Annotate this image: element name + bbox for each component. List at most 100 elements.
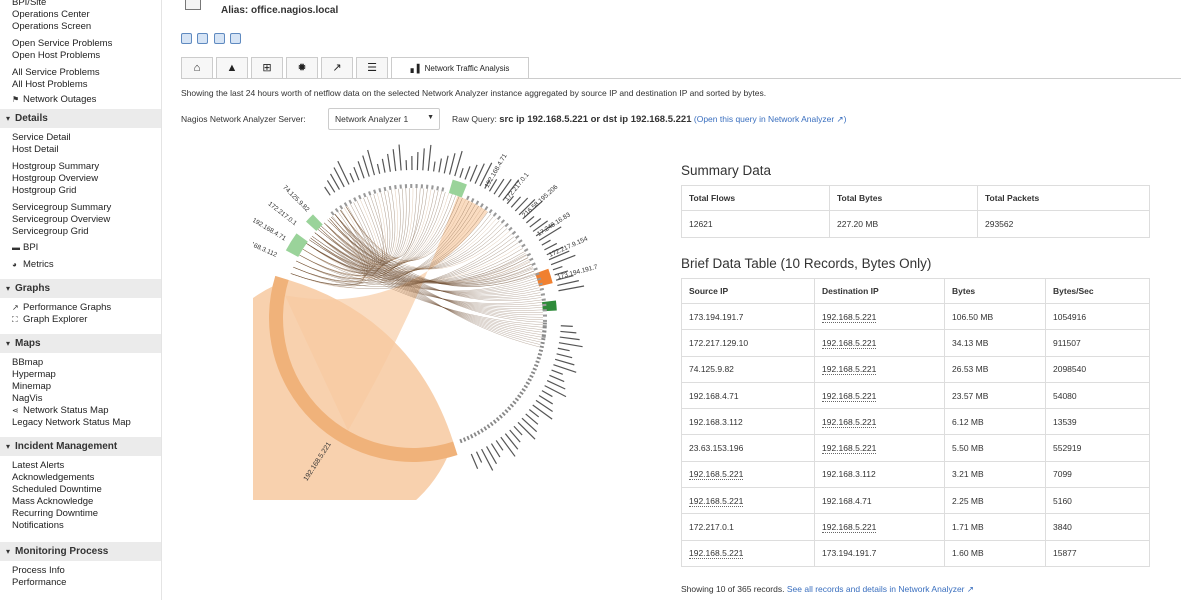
chord-tick [489,421,494,427]
sidebar-item-nagvis[interactable]: NagVis [12,393,43,404]
sidebar-item-bpi[interactable]: ▬ BPI [12,242,39,253]
sidebar-item-legacy-network-status-map[interactable]: Legacy Network Status Map [12,417,131,428]
sidebar-item-servicegroup-grid[interactable]: Servicegroup Grid [12,226,89,237]
sidebar-item-bbmap[interactable]: BBmap [12,357,44,368]
sidebar-item-notifications[interactable]: Notifications [12,520,64,531]
chord-link [290,218,364,288]
chord-tick [541,298,546,302]
ip-link[interactable]: 192.168.5.221 [689,469,744,481]
sidebar-item-process-info[interactable]: Process Info [12,565,65,576]
chord-tick [530,371,536,375]
sidebar-section-graphs[interactable]: ▾ Graphs [0,279,161,298]
home-icon: ⌂ [193,62,201,74]
tab-add[interactable]: ⊞ [251,57,283,79]
chord-label-tick [392,149,397,172]
chord-tick [498,414,503,419]
sidebar-item-latest-alerts[interactable]: Latest Alerts [12,460,65,471]
notes-icon[interactable] [181,33,192,44]
chord-tick [507,406,512,411]
sidebar-item-hostgroup-overview[interactable]: Hostgroup Overview [12,173,99,184]
chord-label-tick [517,421,536,440]
ip-link[interactable]: 192.168.5.221 [822,443,877,455]
sidebar-section-maps[interactable]: ▾ Maps [0,334,161,353]
sidebar-item-all-host-problems[interactable]: All Host Problems [12,79,88,90]
ip-link[interactable]: 192.168.5.221 [822,364,877,376]
chord-label-tick [337,160,350,185]
sidebar-item-servicegroup-overview[interactable]: Servicegroup Overview [12,214,111,225]
sidebar-item-hostgroup-summary[interactable]: Hostgroup Summary [12,161,100,172]
sidebar-item-network-outages[interactable]: ⚑ Network Outages [12,94,97,105]
sidebar-item-graph-explorer[interactable]: ⛶ Graph Explorer [12,314,88,325]
ip-link[interactable]: 192.168.5.221 [689,548,744,560]
ip-link[interactable]: 192.168.5.221 [822,390,877,402]
chord-label-tick [538,226,562,241]
chord-link [331,216,535,287]
chord-label-tick [481,448,494,471]
sidebar-item-open-service-problems[interactable]: Open Service Problems [12,38,113,49]
open-query-link[interactable]: (Open this query in Network Analyzer ↗) [693,114,847,124]
sidebar-item-performance-graphs[interactable]: ↗ Performance Graphs [12,302,112,313]
config-icon[interactable] [197,33,209,44]
chord-label-tick [551,369,563,375]
sidebar-item-hostgroup-grid[interactable]: Hostgroup Grid [12,185,77,196]
chord-tick [518,239,523,244]
sidebar-item-recurring-downtime[interactable]: Recurring Downtime [12,508,99,519]
globe-icon[interactable] [230,33,242,44]
see-all-records-link[interactable]: See all records and details in Network A… [786,584,974,594]
chord-tick [542,330,547,333]
table-cell: 173.194.191.7 [681,302,815,331]
tab-settings[interactable]: ✹ [286,57,318,79]
ip-link[interactable]: 192.168.5.221 [822,337,877,349]
sidebar-section-monitoring-process[interactable]: ▾ Monitoring Process [0,542,161,561]
sidebar-item-mass-acknowledge[interactable]: Mass Acknowledge [12,496,94,507]
chord-label-tick [433,161,436,172]
table-cell: 5160 [1045,487,1150,515]
ip-link[interactable]: 192.168.5.221 [822,522,877,534]
sidebar-item-performance[interactable]: Performance [12,577,67,588]
chord-tick [343,202,348,207]
chord-link [293,236,515,287]
table-cell: 7099 [1045,460,1150,489]
sidebar-item-service-detail[interactable]: Service Detail [12,132,71,143]
chord-label-tick [552,265,563,271]
sidebar-item-servicegroup-summary[interactable]: Servicegroup Summary [12,202,112,213]
sidebar-item-minemap[interactable]: Minemap [12,381,52,392]
tab-home[interactable]: ⌂ [181,57,213,79]
sidebar-item-metrics[interactable]: ◕ Metrics [12,259,54,270]
sidebar-item-all-service-problems[interactable]: All Service Problems [12,67,100,78]
sidebar-item-operations-screen[interactable]: Operations Screen [12,21,92,32]
table-cell: 54080 [1045,381,1150,410]
chord-link [309,239,537,292]
tab-services[interactable]: ▲ [216,57,248,79]
sidebar-item-acknowledgements[interactable]: Acknowledgements [12,472,95,483]
chord-label-tick [493,178,505,195]
report-icon[interactable] [213,33,225,44]
chord-label-tick [333,167,345,188]
ip-link[interactable]: 192.168.5.221 [822,311,877,323]
cell-text: 106.50 MB [952,311,994,322]
tab-performance[interactable]: ↗ [321,57,353,79]
chord-label-tick [525,413,539,425]
sidebar-item-network-status-map[interactable]: ⋖ Network Status Map [12,405,109,416]
chord-link [334,214,543,323]
sidebar-item-bpi-site[interactable]: BPI/Site [12,0,47,8]
sidebar-section-details[interactable]: ▾ Details [0,109,161,128]
ip-link[interactable]: 192.168.5.221 [689,495,744,507]
sidebar-section-incident-management[interactable]: ▾ Incident Management [0,437,161,456]
chord-label-tick [521,417,538,433]
chord-link [334,214,536,287]
chord-label-tick [528,409,540,418]
cell-text: 172.217.129.10 [689,337,749,348]
chord-label: 172.217.0.1 [267,201,299,228]
sidebar-item-open-host-problems[interactable]: Open Host Problems [12,50,101,61]
server-select[interactable]: Network Analyzer 1 ▼ [328,108,440,130]
sidebar-item-operations-center[interactable]: Operations Center [12,9,90,20]
table-cell: 2098540 [1045,355,1150,383]
chord-label-tick [549,374,565,383]
tab-list[interactable]: ☰ [356,57,388,79]
sidebar-item-scheduled-downtime[interactable]: Scheduled Downtime [12,484,102,495]
ip-link[interactable]: 192.168.5.221 [822,416,877,428]
sidebar-item-host-detail[interactable]: Host Detail [12,144,59,155]
sidebar-item-hypermap[interactable]: Hypermap [12,369,56,380]
tab-network-traffic-analysis[interactable]: ▖▌ Network Traffic Analysis [391,57,529,79]
